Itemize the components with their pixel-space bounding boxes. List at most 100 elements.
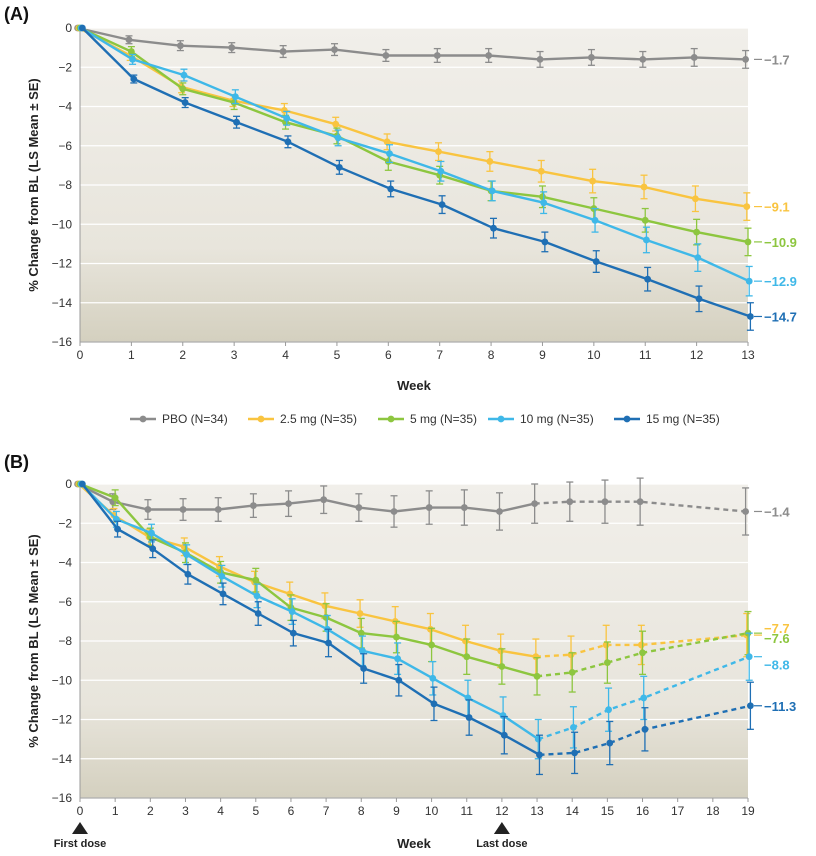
data-point bbox=[742, 508, 749, 515]
data-point bbox=[183, 551, 191, 559]
data-point bbox=[359, 647, 366, 655]
data-point bbox=[541, 238, 549, 246]
x-tick-label: 6 bbox=[288, 804, 295, 818]
x-tick-label: 9 bbox=[393, 804, 400, 818]
data-point bbox=[592, 258, 600, 265]
series-line-dashed bbox=[539, 704, 751, 756]
x-tick-label: 4 bbox=[217, 804, 224, 818]
data-point bbox=[357, 629, 365, 637]
data-point bbox=[426, 625, 434, 633]
data-point bbox=[644, 275, 652, 283]
data-point bbox=[395, 676, 403, 684]
data-point bbox=[601, 498, 609, 506]
x-tick-label: 5 bbox=[334, 348, 341, 362]
first-dose-marker-icon bbox=[72, 822, 88, 834]
legend-item: 2.5 mg (N=35) bbox=[248, 412, 357, 426]
data-point bbox=[695, 295, 703, 303]
y-tick-label: −14 bbox=[52, 752, 73, 766]
x-tick-label: 7 bbox=[323, 804, 330, 818]
y-tick-label: −4 bbox=[58, 100, 72, 114]
series-line bbox=[81, 27, 751, 318]
legend-item: PBO (N=34) bbox=[130, 412, 228, 426]
end-label: −1.4 bbox=[764, 504, 790, 519]
end-label: −11.3 bbox=[764, 699, 796, 714]
x-tick-label: 7 bbox=[436, 348, 443, 362]
data-point bbox=[288, 608, 296, 615]
legend-marker-icon bbox=[139, 415, 147, 423]
data-point bbox=[745, 653, 753, 661]
data-point bbox=[280, 107, 288, 114]
panel-b-gridlines bbox=[79, 483, 748, 799]
data-point bbox=[485, 52, 493, 59]
x-tick-label: 19 bbox=[741, 804, 755, 818]
data-point bbox=[536, 751, 543, 759]
legend-marker-icon bbox=[257, 415, 265, 423]
x-tick-label: 2 bbox=[147, 804, 154, 818]
panel-a-gridlines bbox=[79, 27, 748, 343]
data-point bbox=[335, 163, 343, 171]
panel-a-y-ticks: 0 −2 −4 −6 −8 −10 −12 −14 −16 bbox=[52, 21, 73, 349]
last-dose-label: Last dose bbox=[476, 838, 527, 850]
data-point bbox=[437, 167, 445, 175]
end-label: −9.1 bbox=[764, 200, 790, 215]
data-point bbox=[605, 706, 612, 714]
series-15 bbox=[79, 24, 754, 331]
y-tick-label: −12 bbox=[52, 257, 73, 271]
data-point bbox=[743, 203, 751, 210]
data-point bbox=[425, 504, 433, 511]
data-point bbox=[606, 739, 614, 747]
data-point bbox=[690, 54, 698, 61]
data-point bbox=[284, 138, 292, 146]
legend-label: 15 mg (N=35) bbox=[646, 412, 720, 426]
panel-a: (A) 0−2−4−6−8−10−12−14−16 0 1 2 3 4 5 6 7 8 9 10 11… bbox=[4, 4, 797, 393]
x-tick-label: 9 bbox=[539, 348, 546, 362]
panel-a-x-axis-title: Week bbox=[397, 378, 431, 393]
data-point bbox=[230, 99, 238, 106]
data-point bbox=[591, 216, 599, 224]
legend-item: 15 mg (N=35) bbox=[614, 412, 720, 426]
data-point bbox=[386, 150, 393, 158]
data-point bbox=[384, 158, 392, 165]
end-label: −14.7 bbox=[764, 309, 797, 324]
data-point bbox=[231, 93, 239, 101]
data-point bbox=[571, 749, 579, 757]
series-15 bbox=[79, 480, 754, 776]
y-tick-label: −14 bbox=[52, 296, 73, 310]
y-tick-label: −2 bbox=[58, 60, 72, 74]
series-line bbox=[81, 483, 541, 756]
x-tick-label: 3 bbox=[182, 804, 189, 818]
series-10 bbox=[77, 24, 753, 297]
y-tick-label: −16 bbox=[52, 791, 73, 805]
data-point bbox=[534, 735, 542, 743]
data-point bbox=[692, 195, 699, 203]
series-line bbox=[80, 483, 539, 741]
data-point bbox=[429, 674, 437, 682]
x-tick-label: 14 bbox=[566, 804, 580, 818]
series-pbo bbox=[74, 477, 750, 536]
x-tick-label: 10 bbox=[587, 348, 601, 362]
end-label: −7.7 bbox=[764, 621, 790, 636]
data-point bbox=[496, 508, 503, 515]
data-point bbox=[360, 665, 368, 672]
x-tick-label: 8 bbox=[488, 348, 495, 362]
data-point bbox=[176, 42, 184, 50]
data-point bbox=[286, 590, 294, 598]
data-point bbox=[285, 500, 292, 508]
x-tick-label: 4 bbox=[282, 348, 289, 362]
data-point bbox=[531, 500, 539, 508]
panel-a-label: (A) bbox=[4, 4, 29, 24]
data-point bbox=[588, 54, 595, 61]
y-tick-label: 0 bbox=[65, 477, 72, 491]
data-point bbox=[382, 52, 390, 59]
data-point bbox=[111, 494, 119, 502]
y-tick-label: −10 bbox=[52, 217, 73, 231]
data-point bbox=[532, 653, 540, 661]
y-tick-label: −8 bbox=[58, 178, 72, 192]
data-point bbox=[533, 672, 541, 680]
data-point bbox=[394, 655, 402, 663]
panel-a-series bbox=[74, 24, 754, 331]
data-point bbox=[539, 193, 546, 201]
data-point bbox=[390, 508, 398, 515]
panel-b-x-axis-title: Week bbox=[397, 836, 431, 851]
